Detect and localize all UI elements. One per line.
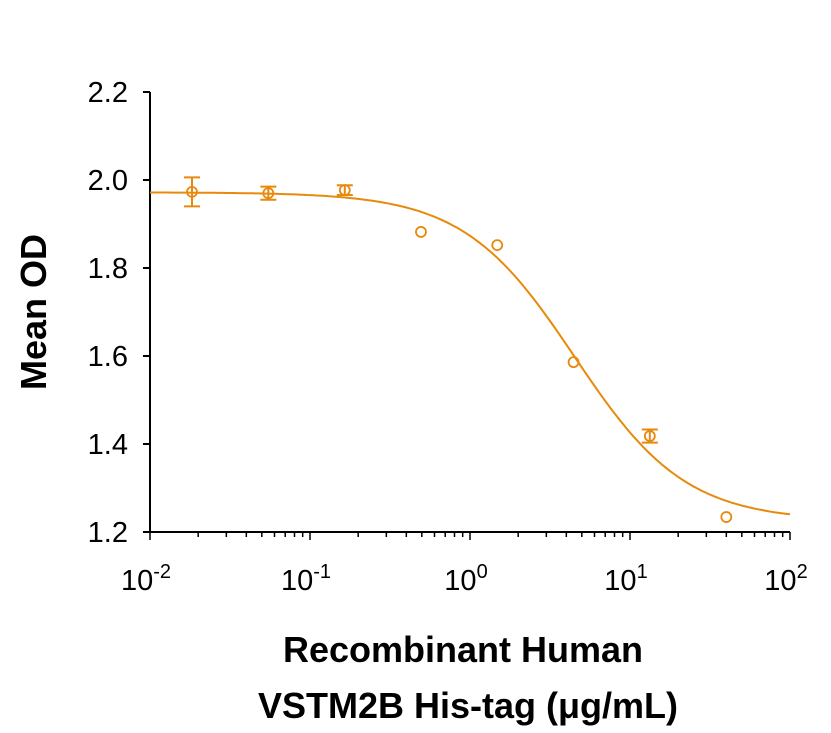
y-tick-label: 1.4 <box>88 429 128 461</box>
y-tick-label: 1.2 <box>88 517 128 549</box>
y-tick-label: 1.6 <box>88 341 128 373</box>
y-tick-label: 1.8 <box>88 253 128 285</box>
data-point <box>567 356 580 369</box>
x-tick-label: 10-2 <box>121 561 171 597</box>
x-tick-label: 102 <box>764 561 807 597</box>
x-axis-label-line1: Recombinant Human <box>283 629 643 670</box>
data-point <box>186 185 198 198</box>
x-tick-label: 101 <box>604 561 647 597</box>
y-tick-label: 2.0 <box>88 165 128 197</box>
x-tick-label: 10-1 <box>281 561 331 597</box>
data-point <box>491 239 504 252</box>
x-axis-label-line2: VSTM2B His-tag (μg/mL) <box>258 685 678 726</box>
fit-curve <box>150 191 791 516</box>
data-point <box>415 226 427 238</box>
data-point <box>262 187 275 200</box>
x-tick-label: 100 <box>444 561 487 597</box>
y-tick-label: 2.2 <box>88 77 128 109</box>
data-point <box>720 511 733 523</box>
data-point <box>338 184 351 197</box>
data-point <box>643 430 656 442</box>
y-axis-label: Mean OD <box>13 234 54 390</box>
